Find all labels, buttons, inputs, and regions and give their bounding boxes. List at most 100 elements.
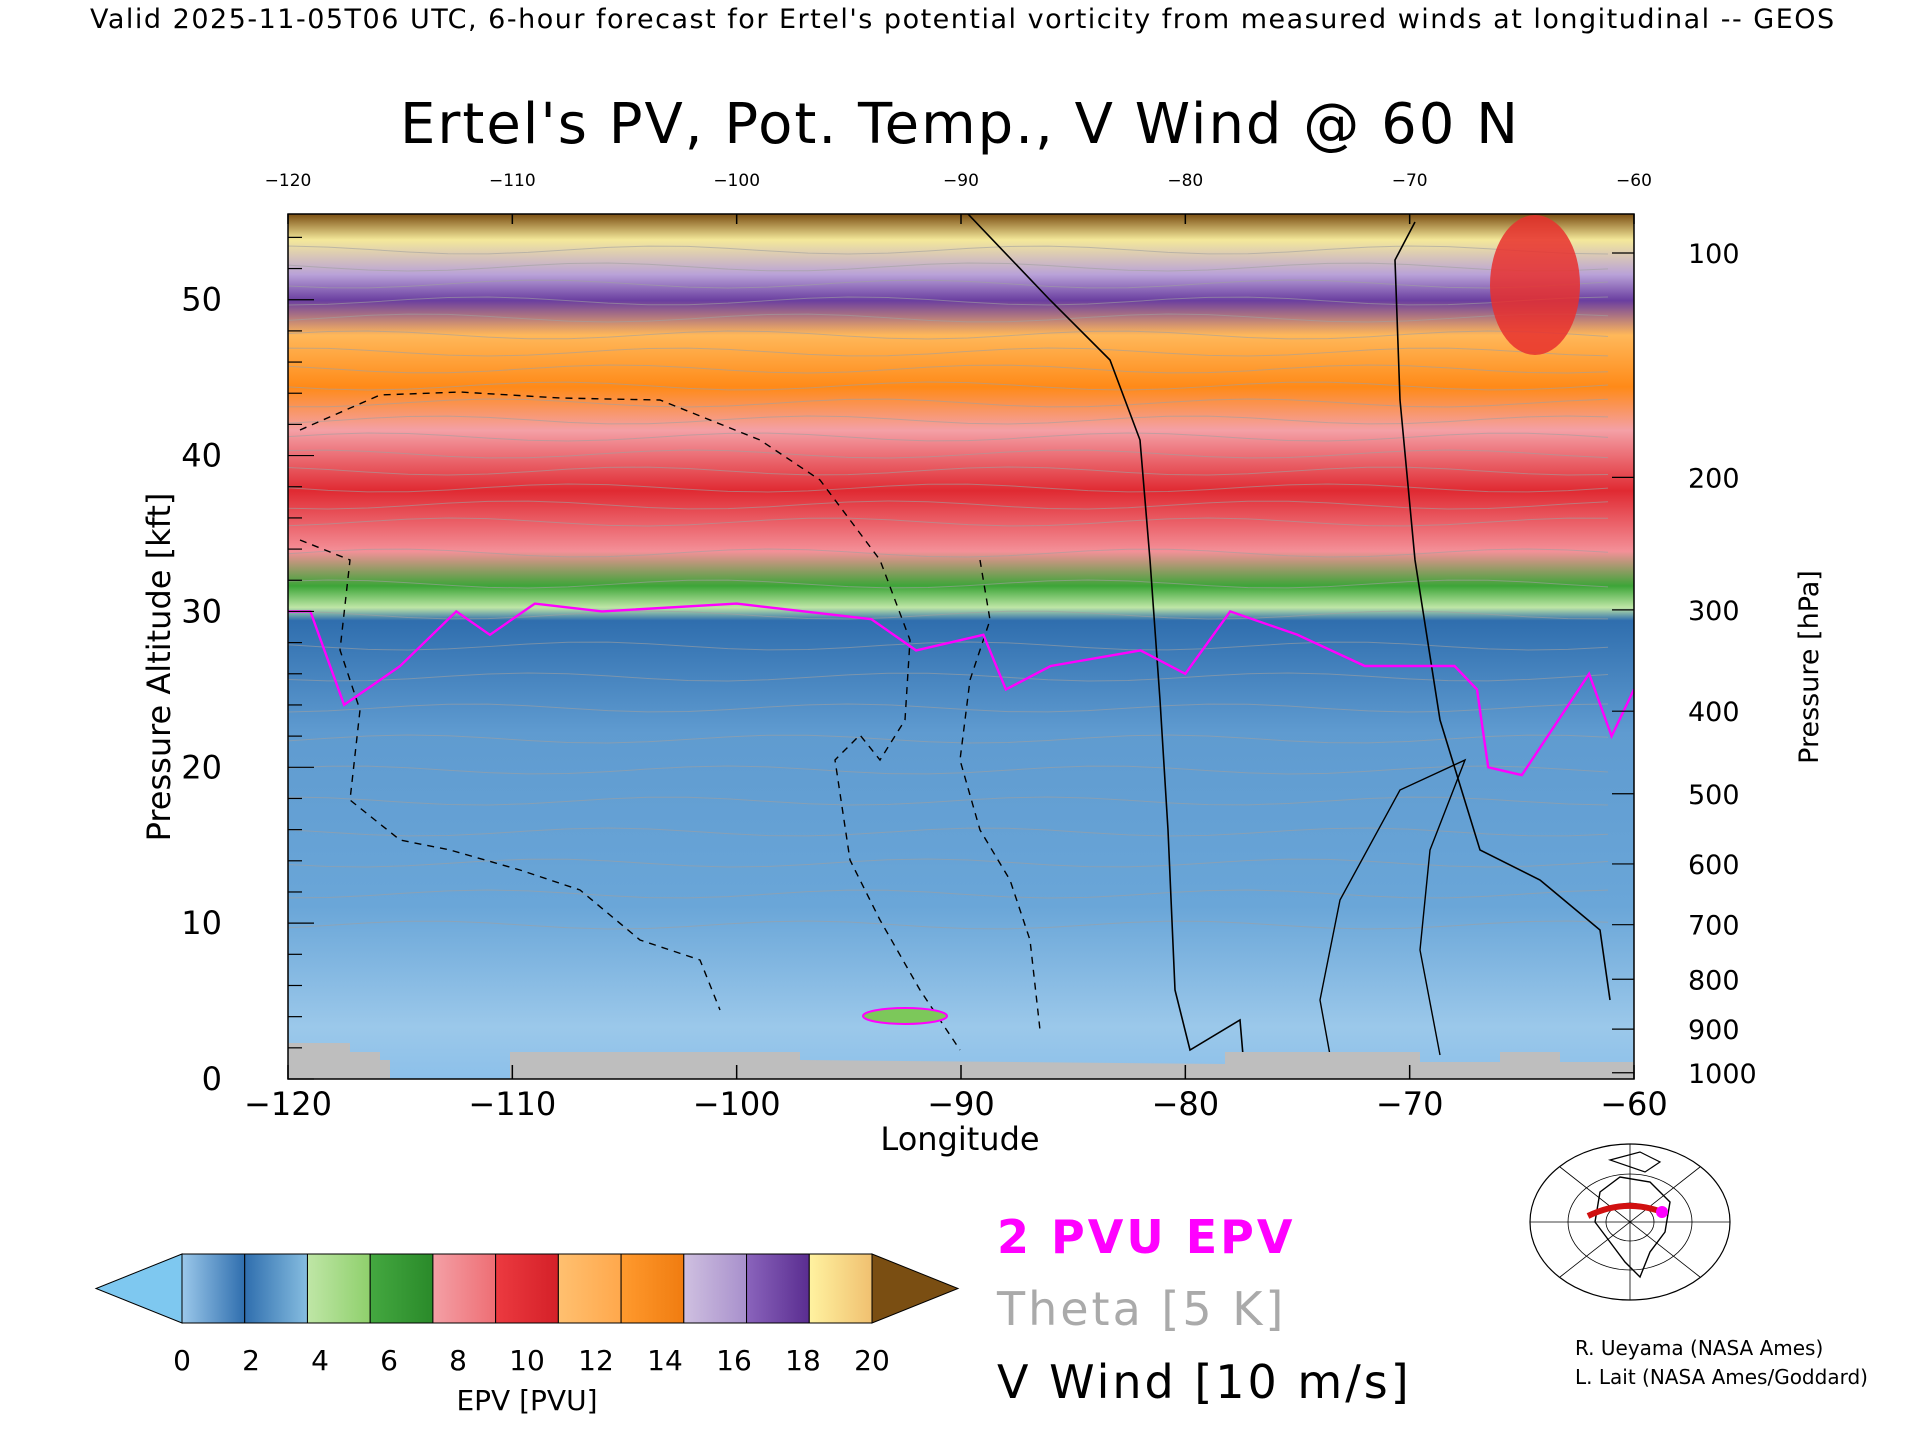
y-tick-label: 10 — [181, 904, 222, 942]
colorbar-tick-label: 16 — [716, 1344, 752, 1377]
theta-contour — [288, 858, 1609, 868]
pressure-tick-label: 500 — [1688, 780, 1740, 811]
colorbar-bin — [620, 1253, 685, 1324]
colorbar-tick-label: 14 — [647, 1344, 683, 1377]
x-tick-label: −80 — [1152, 1085, 1220, 1123]
x-tick-label: −110 — [468, 1085, 556, 1123]
colorbar-under-arrow — [94, 1253, 183, 1324]
pressure-tick-label: 300 — [1688, 596, 1740, 627]
colorbar-over-arrow — [871, 1253, 960, 1324]
theta-contours — [288, 245, 1609, 930]
y-tick-label: 50 — [181, 281, 222, 319]
credit-author-1: R. Ueyama (NASA Ames) — [1575, 1336, 1823, 1360]
pressure-tick-label: 800 — [1688, 965, 1740, 996]
pressure-tick-label: 200 — [1688, 463, 1740, 494]
colorbar-tick-label: 8 — [449, 1344, 467, 1377]
chart-title: Ertel's PV, Pot. Temp., V Wind @ 60 N — [400, 92, 1520, 157]
colorbar-tick-label: 20 — [854, 1344, 890, 1377]
theta-contour — [288, 313, 1609, 323]
pressure-tick-label: 100 — [1688, 239, 1740, 270]
colorbar-bin — [683, 1253, 748, 1324]
colorbar-label: EPV [PVU] — [456, 1384, 597, 1417]
vwind-negative-contour-west — [299, 539, 721, 1011]
theta-contour — [288, 364, 1609, 374]
theta-contour — [288, 517, 1609, 527]
colorbar-tick-label: 4 — [311, 1344, 329, 1377]
pressure-tick-label: 600 — [1688, 850, 1740, 881]
theta-contour — [288, 500, 1609, 510]
y-axis-kft: 0 10 20 30 40 50 — [181, 236, 314, 1098]
colorbar-tick-label: 0 — [173, 1344, 191, 1377]
theta-contour — [288, 415, 1609, 425]
x-top-tick-label: −100 — [713, 171, 760, 191]
colorbar-bin — [244, 1253, 308, 1324]
vwind-negative-contour-center — [959, 559, 1041, 1031]
colorbar-bin — [557, 1253, 622, 1324]
plot-area — [288, 214, 1634, 1079]
theta-contour — [288, 483, 1609, 493]
theta-contour — [288, 548, 1609, 558]
colorbar-bin — [306, 1253, 371, 1324]
y-tick-label: 40 — [181, 437, 222, 475]
colorbar-bin — [808, 1253, 873, 1324]
colorbar-bin — [181, 1253, 246, 1324]
two-pvu-contour — [288, 602, 1634, 777]
theta-contour — [288, 827, 1609, 837]
colorbar-tick-label: 18 — [785, 1344, 821, 1377]
high-pv-anomaly — [1490, 215, 1580, 355]
vwind-negative-contour — [299, 391, 961, 1051]
theta-contour — [288, 347, 1609, 357]
vwind-positive-contour — [1319, 758, 1467, 1056]
pressure-tick-label: 400 — [1688, 697, 1740, 728]
colorbar-bin — [432, 1253, 497, 1324]
theta-contour — [288, 398, 1609, 408]
epv-colorbar: 0 2 4 6 8 10 12 14 16 18 20 — [94, 1253, 960, 1377]
theta-contour — [288, 889, 1609, 899]
globe-map-icon — [1529, 1143, 1731, 1301]
theta-contour — [288, 466, 1609, 476]
epv-field — [288, 214, 1634, 1079]
y2-axis-label: Pressure [hPa] — [1794, 570, 1825, 764]
x-axis-bottom: −120 −110 −100 −90 −80 −70 −60 — [244, 1065, 1668, 1123]
pressure-tick-label: 700 — [1688, 911, 1740, 942]
colorbar-tick-label: 2 — [242, 1344, 260, 1377]
x-tick-label: −90 — [927, 1085, 995, 1123]
theta-contour — [288, 432, 1609, 442]
colorbar-bin — [369, 1253, 434, 1324]
theta-contour — [288, 641, 1609, 651]
theta-contour — [288, 296, 1609, 306]
y-axis-pressure: 100 200 300 400 500 600 700 800 900 1000 — [1612, 239, 1757, 1090]
colorbar-tick-label: 12 — [578, 1344, 614, 1377]
legend-vwind: V Wind [10 m/s] — [997, 1355, 1412, 1409]
x-tick-label: −100 — [693, 1085, 781, 1123]
vwind-zero-contour-east — [1394, 221, 1611, 1001]
vwind-zero-contour — [967, 214, 1246, 1079]
x-top-tick-label: −70 — [1392, 171, 1428, 191]
theta-contour — [288, 245, 1609, 255]
x-tick-label: −120 — [244, 1085, 332, 1123]
theta-contour — [288, 449, 1609, 459]
y-tick-label: 30 — [181, 592, 222, 630]
low-level-pv-blob — [862, 1007, 948, 1025]
y-axis-label: Pressure Altitude [kft] — [140, 493, 178, 842]
x-top-tick-label: −90 — [943, 171, 979, 191]
colorbar-bin — [495, 1253, 559, 1324]
theta-contour — [288, 579, 1609, 589]
x-tick-label: −60 — [1600, 1085, 1668, 1123]
colorbar-tick-label: 10 — [509, 1344, 545, 1377]
legend-theta: Theta [5 K] — [996, 1282, 1286, 1336]
theta-contour — [288, 381, 1609, 391]
legend-epv: 2 PVU EPV — [997, 1210, 1295, 1264]
theta-contour — [288, 279, 1609, 289]
colorbar-tick-label: 6 — [380, 1344, 398, 1377]
theta-contour — [288, 734, 1609, 744]
pressure-tick-label: 1000 — [1688, 1059, 1757, 1090]
x-tick-label: −70 — [1376, 1085, 1444, 1123]
theta-contour — [288, 262, 1609, 272]
theta-contour — [288, 920, 1609, 930]
theta-contour — [288, 703, 1609, 713]
theta-contour — [288, 796, 1609, 806]
valid-time-header: Valid 2025-11-05T06 UTC, 6-hour forecast… — [90, 4, 1836, 35]
y-tick-label: 20 — [181, 748, 222, 786]
theta-contour — [288, 672, 1609, 682]
